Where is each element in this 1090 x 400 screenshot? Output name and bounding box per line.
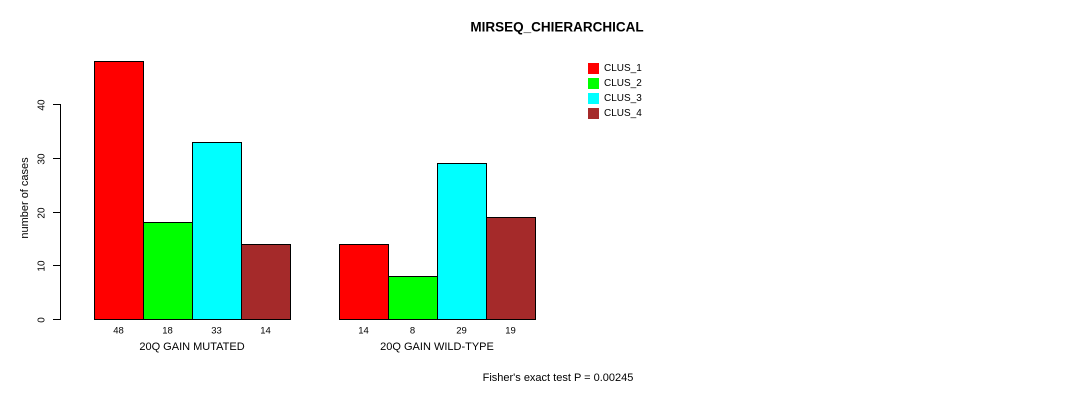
group-label: 20Q GAIN MUTATED bbox=[139, 341, 245, 353]
legend-item-clus_4: CLUS_4 bbox=[588, 106, 642, 121]
bar-value-label: 48 bbox=[113, 325, 124, 337]
bar-clus_4-group1 bbox=[241, 244, 291, 320]
y-axis-line bbox=[60, 104, 61, 320]
y-tick-label: 20 bbox=[36, 206, 48, 219]
bar-clus_1-group1 bbox=[94, 61, 144, 320]
bar-value-label: 18 bbox=[162, 325, 173, 337]
y-axis-tick bbox=[53, 104, 60, 105]
legend-swatch-icon bbox=[588, 93, 599, 104]
legend-label: CLUS_4 bbox=[604, 108, 642, 119]
chart-title: MIRSEQ_CHIERARCHICAL bbox=[470, 19, 644, 35]
legend-item-clus_1: CLUS_1 bbox=[588, 61, 642, 76]
group-label: 20Q GAIN WILD-TYPE bbox=[380, 341, 494, 353]
bar-value-label: 33 bbox=[211, 325, 222, 337]
y-axis-tick bbox=[53, 158, 60, 159]
bar-value-label: 14 bbox=[260, 325, 271, 337]
legend: CLUS_1 CLUS_2 CLUS_3 CLUS_4 bbox=[588, 61, 642, 121]
y-tick-label: 40 bbox=[36, 98, 48, 111]
y-axis-tick bbox=[53, 265, 60, 266]
y-axis-label: number of cases bbox=[19, 157, 31, 239]
y-tick-label: 30 bbox=[36, 152, 48, 165]
bar-clus_4-group2 bbox=[486, 217, 536, 320]
bar-clus_3-group2 bbox=[437, 163, 487, 320]
footnote: Fisher's exact test P = 0.00245 bbox=[482, 372, 634, 384]
legend-item-clus_2: CLUS_2 bbox=[588, 76, 642, 91]
bar-value-label: 8 bbox=[409, 325, 416, 337]
y-tick-label: 10 bbox=[36, 259, 48, 272]
legend-swatch-icon bbox=[588, 78, 599, 89]
legend-label: CLUS_3 bbox=[604, 93, 642, 104]
legend-swatch-icon bbox=[588, 108, 599, 119]
legend-label: CLUS_1 bbox=[604, 63, 642, 74]
bar-clus_3-group1 bbox=[192, 142, 242, 320]
legend-label: CLUS_2 bbox=[604, 78, 642, 89]
bar-value-label: 29 bbox=[456, 325, 467, 337]
bar-clus_2-group2 bbox=[388, 276, 438, 320]
bar-value-label: 14 bbox=[358, 325, 369, 337]
y-axis-tick bbox=[53, 212, 60, 213]
y-axis-tick bbox=[53, 319, 60, 320]
bar-clus_1-group2 bbox=[339, 244, 389, 320]
legend-swatch-icon bbox=[588, 63, 599, 74]
bar-clus_2-group1 bbox=[143, 222, 193, 320]
y-tick-label: 0 bbox=[36, 316, 48, 323]
legend-item-clus_3: CLUS_3 bbox=[588, 91, 642, 106]
bar-value-label: 19 bbox=[505, 325, 516, 337]
